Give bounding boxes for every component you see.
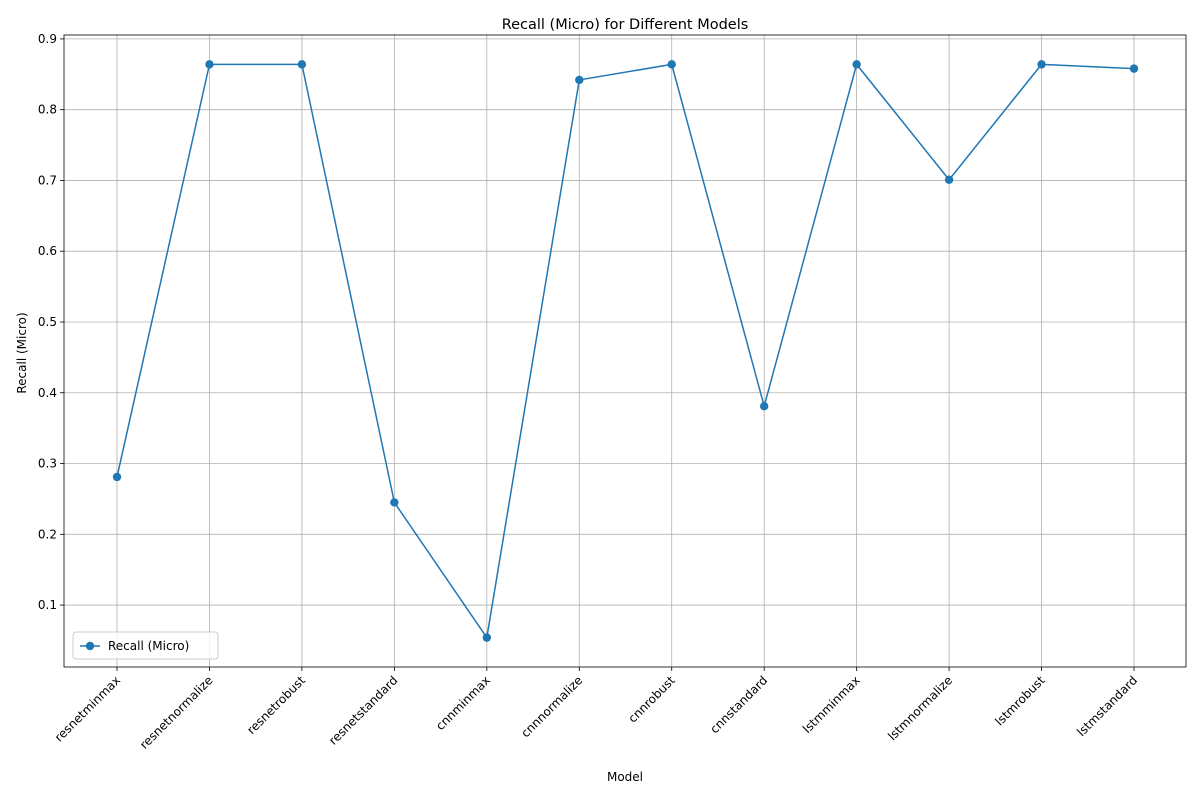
grid: [64, 35, 1186, 667]
axes: [60, 34, 1187, 671]
data-point: [390, 498, 399, 507]
data-point: [297, 60, 307, 69]
chart-title: Recall (Micro) for Different Models: [502, 17, 749, 33]
x-axis-title: Model: [607, 770, 643, 784]
y-tick-label: 0.6: [38, 244, 57, 258]
y-tick-label: 0.8: [38, 103, 57, 117]
y-tick-label: 0.2: [38, 527, 57, 541]
y-tick-label: 0.5: [38, 315, 57, 329]
y-tick-label: 0.4: [38, 386, 57, 400]
data-point: [1129, 64, 1139, 73]
data-point: [852, 60, 861, 69]
data-point: [205, 60, 214, 69]
legend-box: [72, 631, 219, 660]
data-point: [575, 75, 584, 85]
y-tick-label: 0.9: [38, 32, 57, 46]
y-tick-label: 0.1: [38, 598, 57, 612]
y-axis-title: Recall (Micro): [15, 312, 29, 393]
data-point: [944, 175, 954, 184]
data-point: [1037, 60, 1046, 69]
series-layer: [112, 60, 1139, 642]
series-line: [116, 63, 1135, 639]
data-point: [667, 60, 676, 69]
y-tick-label: 0.3: [38, 457, 57, 471]
legend-label: Recall (Micro): [108, 639, 189, 653]
legend-marker: [85, 641, 95, 651]
y-tick-label: 0.7: [38, 173, 57, 187]
data-point: [482, 633, 492, 642]
data-point: [112, 472, 122, 482]
plot-frame: [63, 34, 1187, 668]
data-point: [759, 402, 769, 411]
legend: Recall (Micro): [72, 631, 219, 660]
